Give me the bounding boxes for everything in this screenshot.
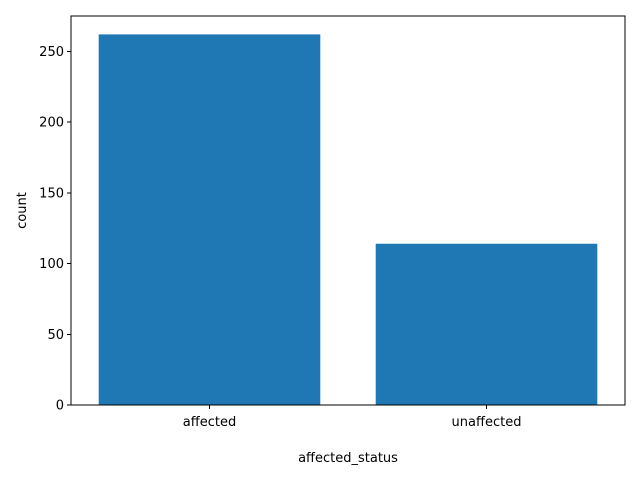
y-tick-label: 100: [39, 257, 64, 272]
x-tick-label: affected: [183, 415, 236, 430]
y-axis-ticks: 0 50 100 150 200 250: [39, 45, 71, 414]
y-tick-label: 200: [39, 116, 64, 131]
y-tick-label: 0: [56, 399, 64, 414]
plot-area-frame: [70, 15, 626, 406]
y-axis-label: count: [15, 192, 30, 229]
x-tick-label: unaffected: [452, 415, 522, 430]
x-axis-label: affected_status: [298, 451, 398, 466]
y-tick-label: 150: [39, 186, 64, 201]
bars-group: [98, 34, 598, 405]
bar-affected: [98, 34, 321, 405]
y-tick-label: 250: [39, 45, 64, 60]
bar-unaffected: [375, 243, 598, 405]
x-axis-ticks: affected unaffected: [183, 405, 522, 430]
y-tick-label: 50: [47, 328, 64, 343]
